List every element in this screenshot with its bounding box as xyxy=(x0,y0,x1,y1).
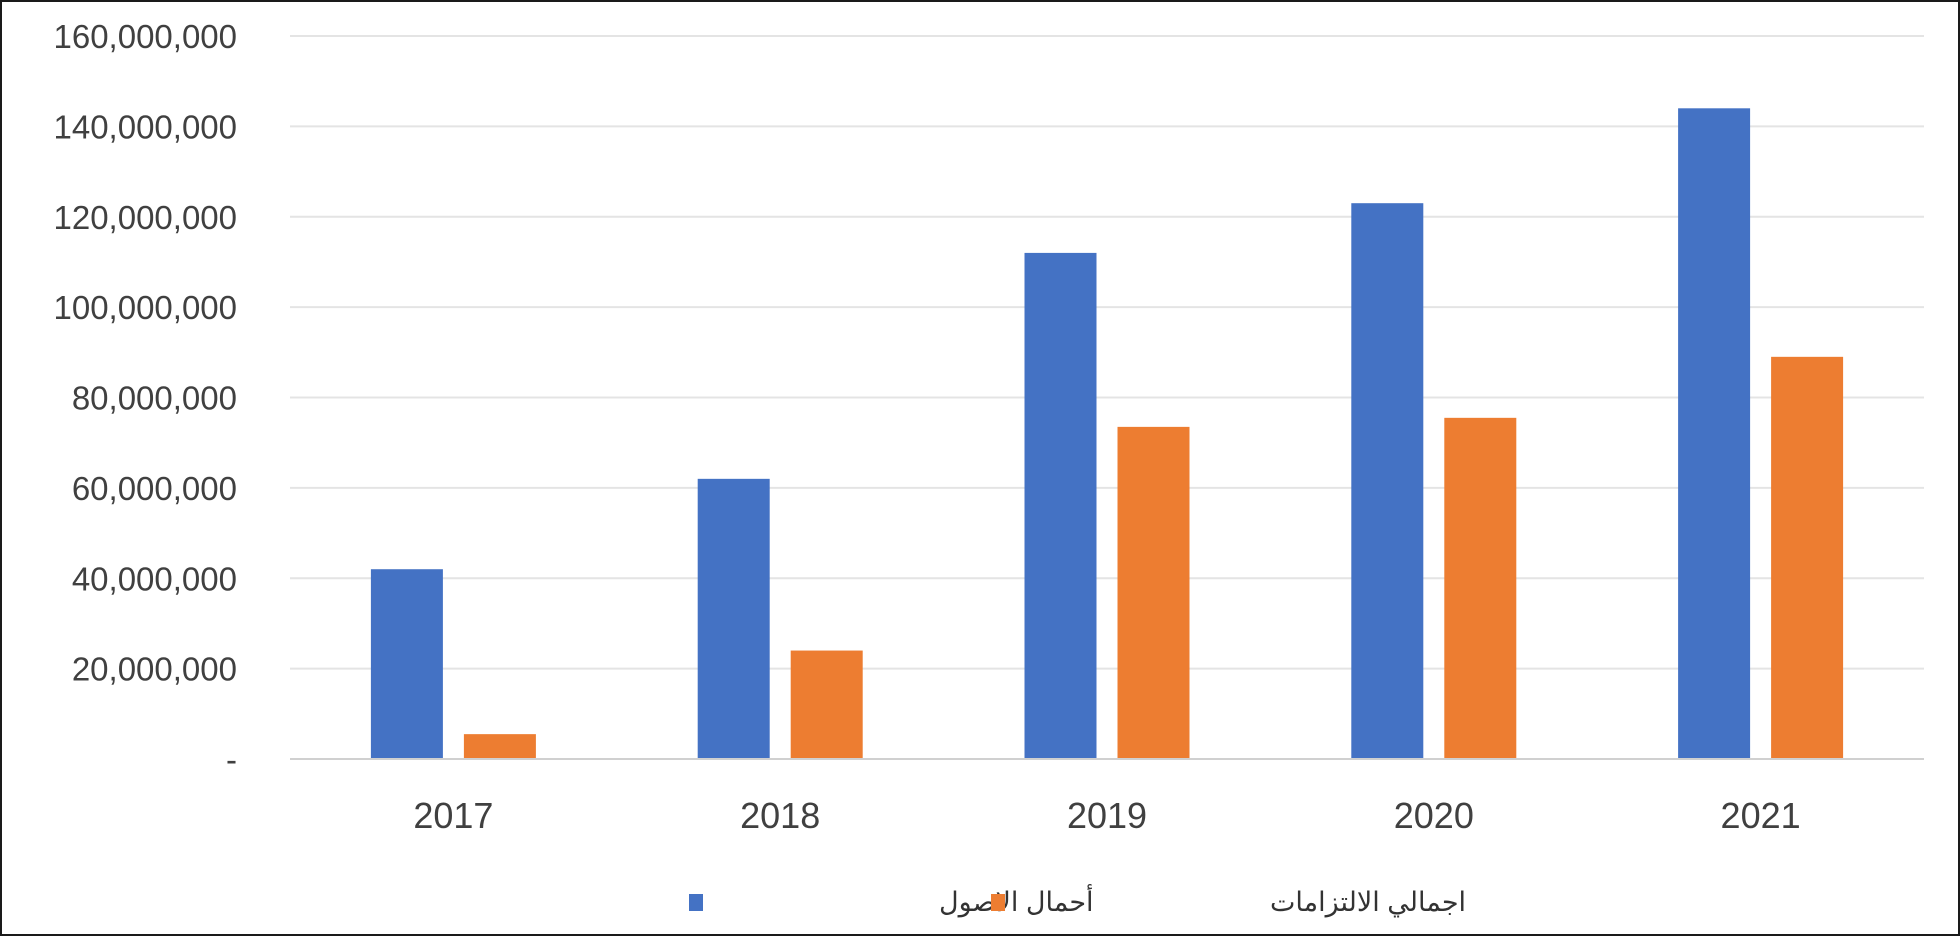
bar-asset-loads-2020 xyxy=(1351,203,1424,760)
legend-label-asset-loads: أحمال الاصول xyxy=(939,883,1094,918)
bars xyxy=(370,108,1844,760)
legend: أحمال الاصول اجمالي الالتزامات xyxy=(689,883,1466,918)
y-tick-label: 20,000,000 xyxy=(72,651,237,688)
x-axis-tick-labels: 2017 2018 2019 2020 2021 xyxy=(413,795,1800,836)
bar-asset-loads-2021 xyxy=(1678,108,1751,760)
gridlines xyxy=(290,35,1924,670)
bar-asset-loads-2019 xyxy=(1024,252,1097,759)
legend-swatch-total-liabilities xyxy=(991,894,1005,911)
bar-asset-loads-2017 xyxy=(370,569,443,759)
bar-total-liabilities-2017 xyxy=(463,734,536,759)
bar-asset-loads-2018 xyxy=(697,478,770,759)
legend-swatch-asset-loads xyxy=(689,894,703,911)
bar-total-liabilities-2021 xyxy=(1771,356,1844,759)
y-tick-label: 160,000,000 xyxy=(53,18,237,55)
x-tick-label: 2021 xyxy=(1721,795,1801,836)
y-tick-label: 120,000,000 xyxy=(53,199,237,236)
bar-total-liabilities-2020 xyxy=(1444,417,1517,759)
y-tick-label: - xyxy=(226,741,237,778)
y-tick-label: 100,000,000 xyxy=(53,289,237,326)
y-tick-label: 80,000,000 xyxy=(72,380,237,417)
y-tick-label: 140,000,000 xyxy=(53,108,237,145)
y-axis-tick-labels: - 20,000,000 40,000,000 60,000,000 80,000,00… xyxy=(53,18,237,778)
legend-label-total-liabilities: اجمالي الالتزامات xyxy=(1270,887,1466,918)
bar-total-liabilities-2019 xyxy=(1117,426,1190,759)
x-tick-label: 2017 xyxy=(413,795,493,836)
bar-total-liabilities-2018 xyxy=(790,650,863,759)
y-tick-label: 40,000,000 xyxy=(72,560,237,597)
y-tick-label: 60,000,000 xyxy=(72,470,237,507)
x-tick-label: 2018 xyxy=(740,795,820,836)
x-tick-label: 2019 xyxy=(1067,795,1147,836)
x-tick-label: 2020 xyxy=(1394,795,1474,836)
